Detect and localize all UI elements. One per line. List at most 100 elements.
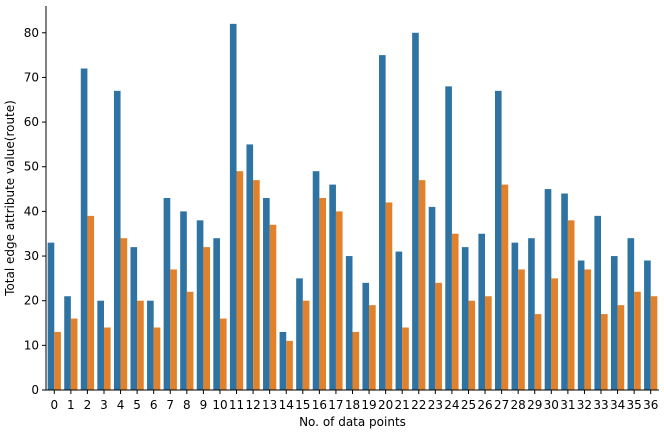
x-tick-label: 17 bbox=[328, 398, 343, 412]
bar-series2-36 bbox=[650, 296, 658, 390]
bar-series1-20 bbox=[379, 55, 386, 391]
bar-series1-22 bbox=[412, 32, 419, 390]
bar-series2-19 bbox=[369, 305, 376, 390]
y-tick-label: 0 bbox=[31, 383, 39, 397]
y-axis-title: Total edge attribute value(route) bbox=[3, 100, 17, 297]
bar-series1-0 bbox=[47, 242, 55, 390]
x-tick-label: 18 bbox=[345, 398, 360, 412]
bar-series2-14 bbox=[286, 340, 293, 390]
x-tick-label: 26 bbox=[477, 398, 492, 412]
bar-series2-26 bbox=[485, 296, 492, 390]
bar-series2-20 bbox=[385, 202, 393, 390]
x-tick-label: 35 bbox=[627, 398, 642, 412]
bar-series2-2 bbox=[87, 215, 95, 390]
x-tick-label: 32 bbox=[577, 398, 592, 412]
bar-series2-4 bbox=[120, 238, 128, 390]
bar-series1-9 bbox=[196, 220, 204, 390]
bar-series1-7 bbox=[163, 198, 171, 390]
bar-series2-25 bbox=[468, 300, 476, 390]
bar-series1-32 bbox=[577, 260, 585, 390]
x-tick-label: 11 bbox=[229, 398, 244, 412]
bar-series1-24 bbox=[445, 86, 452, 391]
bar-series1-29 bbox=[528, 238, 535, 390]
x-tick-label: 5 bbox=[133, 398, 141, 412]
x-tick-label: 2 bbox=[84, 398, 92, 412]
x-tick-label: 4 bbox=[117, 398, 125, 412]
x-tick-label: 12 bbox=[245, 398, 260, 412]
bar-series2-22 bbox=[418, 180, 426, 390]
bar-series1-10 bbox=[213, 238, 220, 390]
bar-series1-34 bbox=[610, 256, 618, 390]
x-tick-label: 21 bbox=[395, 398, 410, 412]
bar-series2-8 bbox=[186, 291, 194, 390]
bar-series2-12 bbox=[253, 180, 260, 390]
bar-series2-35 bbox=[634, 291, 641, 390]
bar-series2-21 bbox=[402, 327, 409, 390]
bar-series1-6 bbox=[147, 300, 154, 390]
y-tick-label: 20 bbox=[24, 294, 39, 308]
x-tick-label: 7 bbox=[166, 398, 174, 412]
x-tick-label: 6 bbox=[150, 398, 158, 412]
bar-series2-5 bbox=[137, 300, 144, 390]
x-tick-label: 3 bbox=[100, 398, 108, 412]
bar-series2-34 bbox=[617, 305, 625, 390]
y-tick-label: 80 bbox=[24, 26, 39, 40]
bar-series2-18 bbox=[352, 331, 360, 390]
bar-series2-6 bbox=[153, 327, 161, 390]
bar-series1-26 bbox=[478, 233, 486, 390]
bar-series2-11 bbox=[236, 171, 244, 390]
bar-series1-5 bbox=[130, 247, 138, 390]
x-tick-label: 25 bbox=[461, 398, 476, 412]
x-axis-title: No. of data points bbox=[299, 415, 406, 429]
bar-series2-27 bbox=[501, 184, 509, 390]
x-tick-label: 8 bbox=[183, 398, 191, 412]
x-tick-label: 23 bbox=[428, 398, 443, 412]
y-tick-label: 60 bbox=[24, 115, 39, 129]
bar-series1-19 bbox=[362, 282, 370, 390]
x-tick-label: 29 bbox=[527, 398, 542, 412]
x-axis-ticks: 0 1 2 3 4 5 6 7 8 9 10 11 12 13 14 15 16 17 18 19 20 21 22 23 24… bbox=[50, 390, 658, 412]
bar-series1-36 bbox=[644, 260, 651, 390]
y-tick-label: 40 bbox=[24, 204, 39, 218]
bar-series1-35 bbox=[627, 238, 635, 390]
x-tick-label: 10 bbox=[212, 398, 227, 412]
bar-series1-31 bbox=[561, 193, 568, 390]
x-tick-label: 19 bbox=[361, 398, 376, 412]
bar-series1-33 bbox=[594, 215, 602, 390]
x-tick-label: 13 bbox=[262, 398, 277, 412]
bar-series2-9 bbox=[203, 247, 211, 390]
bar-series1-25 bbox=[461, 247, 469, 390]
x-tick-label: 1 bbox=[67, 398, 75, 412]
bar-series2-23 bbox=[435, 282, 442, 390]
bar-series2-10 bbox=[219, 318, 227, 390]
bar-series1-30 bbox=[544, 189, 552, 390]
bar-series1-1 bbox=[64, 296, 71, 390]
x-tick-label: 31 bbox=[560, 398, 575, 412]
bar-series2-33 bbox=[601, 314, 608, 390]
bar-series1-17 bbox=[329, 184, 336, 390]
x-tick-label: 0 bbox=[50, 398, 58, 412]
x-tick-label: 9 bbox=[200, 398, 208, 412]
y-tick-label: 50 bbox=[24, 160, 39, 174]
bar-series2-15 bbox=[302, 300, 310, 390]
x-tick-label: 15 bbox=[295, 398, 310, 412]
bar-series2-0 bbox=[54, 331, 61, 390]
bar-series2-32 bbox=[584, 269, 592, 390]
bar-series1-11 bbox=[229, 23, 237, 391]
y-tick-label: 30 bbox=[24, 249, 39, 263]
y-axis-ticks: 0 10 20 30 40 50 60 70 80 bbox=[24, 26, 46, 397]
bar-series2-28 bbox=[518, 269, 525, 390]
bar-series2-17 bbox=[335, 211, 343, 390]
bar-series1-13 bbox=[263, 198, 270, 390]
x-tick-label: 22 bbox=[411, 398, 426, 412]
bar-series2-7 bbox=[170, 269, 177, 390]
x-tick-label: 27 bbox=[494, 398, 509, 412]
y-tick-label: 70 bbox=[24, 70, 39, 84]
x-tick-label: 36 bbox=[643, 398, 658, 412]
bar-series2-3 bbox=[103, 327, 111, 390]
bar-series1-4 bbox=[113, 90, 121, 390]
bar-series1-18 bbox=[345, 256, 353, 390]
bar-series1-8 bbox=[180, 211, 187, 390]
bar-series2-24 bbox=[451, 233, 459, 390]
